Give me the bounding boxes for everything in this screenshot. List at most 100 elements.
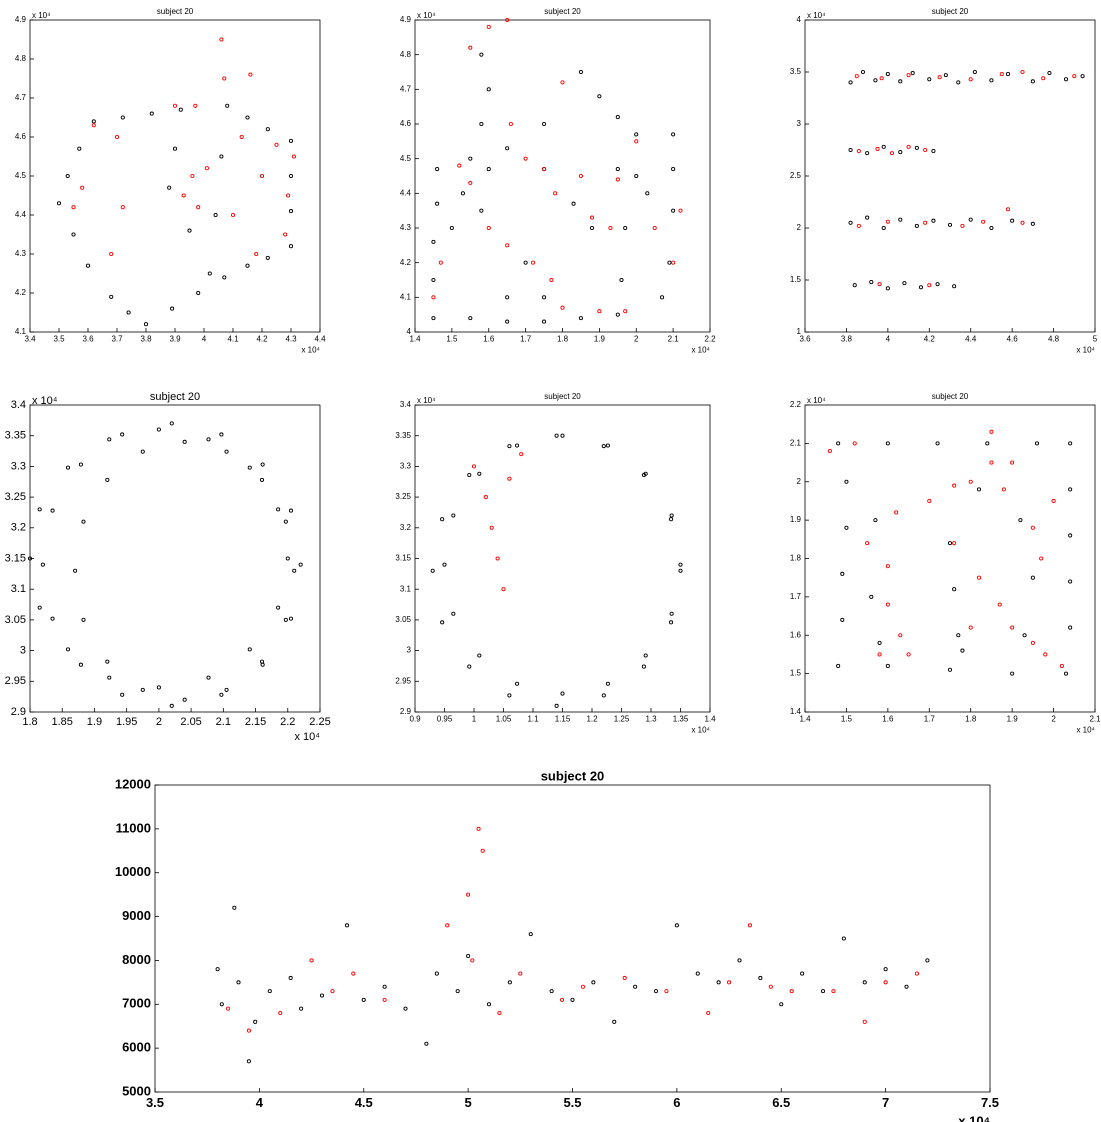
point [542,295,547,300]
point [1072,74,1077,79]
point [1020,220,1025,225]
point [641,664,646,669]
point [862,980,867,985]
point [1034,441,1040,446]
point [1005,207,1011,212]
point [854,74,859,79]
x-tick-label: 6 [673,1095,680,1110]
y-tick-label: 3.05 [5,614,26,626]
point [678,568,683,573]
point [451,611,456,616]
point [1030,575,1035,580]
point [865,215,870,220]
point [245,263,250,268]
point [107,675,112,680]
y-tick-label: 4.5 [400,154,412,163]
point [1039,556,1044,561]
x-tick-label: 2 [1051,714,1056,723]
point [501,587,506,592]
point [1051,498,1056,503]
point [65,647,71,652]
y-tick-label: 3.1 [11,583,26,595]
point [923,147,928,153]
x-tick-label: 1.9 [1007,714,1019,723]
point [207,271,212,276]
x-exponent-label: x 10⁴ [691,346,710,355]
point [259,477,265,482]
point [91,123,96,128]
x-tick-label: 1.6 [882,714,894,723]
point [91,119,96,124]
point [467,472,472,478]
point [222,275,227,280]
x-tick-label: 3.5 [146,1095,164,1110]
point [505,243,510,248]
point [434,971,439,976]
point [937,75,942,80]
point [852,283,857,288]
x-tick-label: 3.4 [24,334,36,343]
point [278,1011,283,1016]
point [149,111,154,116]
point [486,87,491,92]
y-tick-label: 3.15 [395,554,411,563]
y-tick-label: 1.5 [790,275,802,284]
point [1030,525,1035,530]
point [505,295,510,300]
point [107,437,112,442]
x-tick-label: 1.6 [483,334,495,343]
y-tick-label: 2.9 [400,707,412,716]
point [486,225,491,231]
point [840,571,845,576]
point [671,167,676,172]
point [27,556,33,561]
point [885,441,890,446]
point [505,319,510,324]
y-exponent-label: x 10⁴ [32,395,58,407]
point [989,225,994,231]
point [143,322,149,327]
x-tick-label: 1 [472,714,477,723]
point [623,225,628,231]
x-tick-label: 1.85 [52,716,73,728]
point [479,121,484,127]
point [285,556,290,561]
point [601,444,606,449]
x-tick-label: 1.7 [924,714,936,723]
y-tick-label: 1.9 [790,515,802,524]
point [156,685,161,690]
point [56,201,62,206]
x-tick-label: 2.2 [704,334,716,343]
point [894,510,899,515]
point [716,980,721,985]
point [206,675,211,680]
y-tick-label: 4 [797,15,802,24]
point [597,94,602,99]
point [479,52,484,57]
y-tick-label: 3.15 [5,552,26,564]
point [515,443,520,448]
x-tick-label: 4.4 [965,334,977,343]
x-tick-label: 3.8 [140,334,152,343]
point [653,989,659,994]
point [943,73,948,78]
point [276,605,281,610]
point [219,432,224,437]
point [120,115,125,120]
point [286,193,291,198]
chart-title: subject 20 [544,392,581,401]
point [947,222,953,227]
point [935,441,940,446]
point [758,975,763,981]
point [747,923,752,928]
point [226,1006,231,1011]
point [549,989,554,994]
chart-title: subject 20 [932,7,969,16]
point [468,180,473,185]
y-tick-label: 4.1 [400,292,412,301]
y-tick-label: 4.1 [15,327,27,336]
y-tick-label: 4.4 [400,188,412,197]
point [1005,72,1011,77]
point [424,1041,429,1046]
